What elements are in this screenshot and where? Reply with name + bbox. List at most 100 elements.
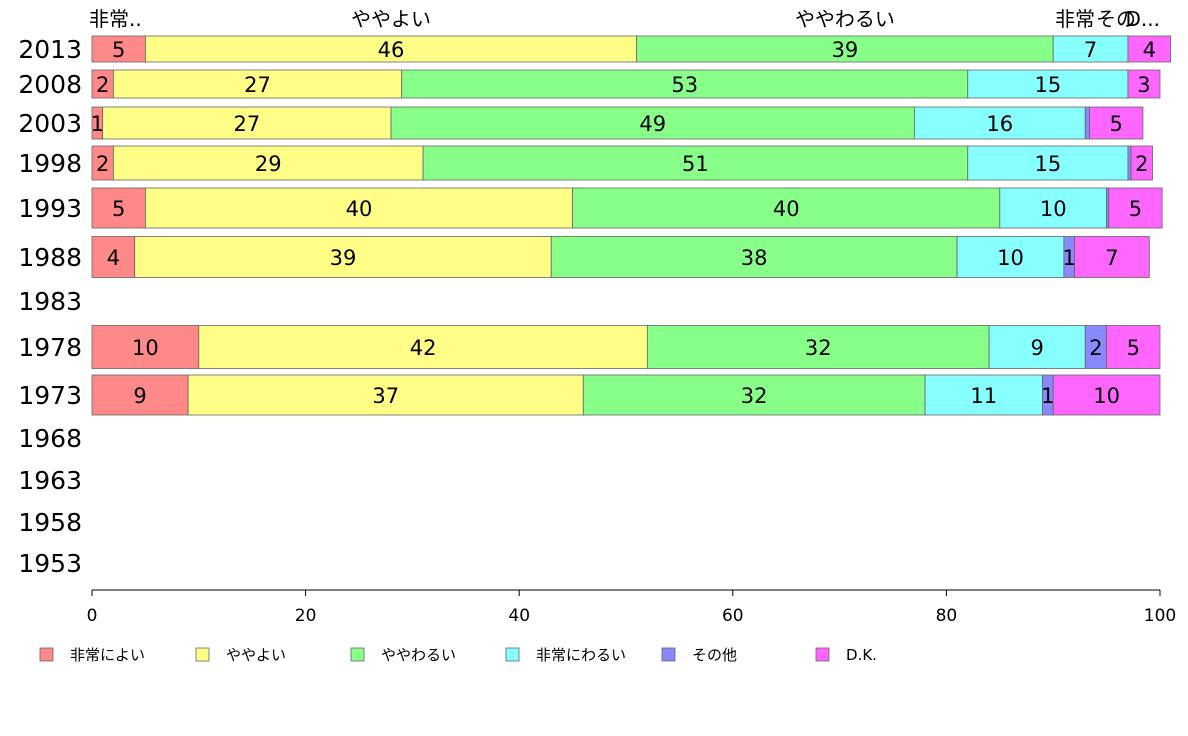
y-tick-label-1983: 1983 (18, 287, 82, 316)
y-tick-label-1978: 1978 (18, 333, 82, 362)
bar-segment-1993-0 (91, 187, 146, 229)
bar-segment-1973-1 (187, 374, 584, 416)
data-label-1993-3: 10 (1040, 197, 1067, 221)
y-axis-labels: 2013 2008 2003 1998 1993 1988 1983 1978 1973 1968… (18, 35, 82, 578)
data-label-1993-0: 5 (112, 197, 125, 221)
x-tick-label-40: 40 (508, 606, 530, 626)
bar-segment-1998-1 (112, 145, 424, 181)
legend-swatch-2 (350, 647, 365, 662)
bar-segment-2008-1 (112, 69, 403, 99)
data-label-1998-1: 29 (255, 152, 282, 176)
legend-swatch-3 (505, 647, 520, 662)
data-label-2013-2: 39 (832, 38, 859, 62)
bar-segment-1973-5 (1052, 374, 1161, 416)
bar-segment-2013-3 (1052, 35, 1129, 63)
data-label-2013-5: 4 (1143, 38, 1156, 62)
data-label-2003-3: 16 (986, 112, 1013, 136)
bar-segment-2013-1 (144, 35, 638, 63)
bar-segment-2003-5 (1089, 106, 1144, 140)
data-label-2003-0: 1 (91, 112, 104, 136)
data-label-1988-4: 1 (1063, 246, 1076, 270)
data-label-2003-1: 27 (233, 112, 260, 136)
data-label-2013-3: 7 (1084, 38, 1097, 62)
data-label-1978-2: 32 (805, 336, 832, 360)
data-label-2013-0: 5 (112, 38, 125, 62)
top-series-label-0: 非常.. (89, 7, 142, 31)
data-label-1973-4: 1 (1041, 384, 1054, 408)
y-tick-label-2003: 2003 (18, 109, 82, 138)
data-label-1993-5: 5 (1129, 197, 1142, 221)
data-label-1998-3: 15 (1034, 152, 1061, 176)
x-tick-label-0: 0 (87, 606, 98, 626)
top-series-label-1: ややよい (351, 7, 431, 31)
data-label-1988-5: 7 (1105, 246, 1118, 270)
data-label-1978-1: 42 (410, 336, 437, 360)
bar-segment-1988-2 (550, 236, 958, 278)
top-series-label-2: ややわるい (795, 7, 895, 31)
y-tick-label-1963: 1963 (18, 466, 82, 495)
bar-segment-1978-1 (198, 325, 648, 369)
bar-segment-1998-3 (967, 145, 1129, 181)
legend: 非常によい ややよい ややわるい 非常にわるい その他 D.K. (39, 646, 877, 664)
data-label-1993-2: 40 (773, 197, 800, 221)
bar-segment-1988-5 (1074, 236, 1150, 278)
bar-segment-2008-5 (1127, 69, 1161, 99)
legend-swatch-0 (39, 647, 54, 662)
data-label-1973-0: 9 (133, 384, 146, 408)
bar-segment-1993-3 (999, 187, 1107, 229)
bar-segment-1988-0 (91, 236, 136, 278)
bar-segment-1978-5 (1106, 325, 1161, 369)
data-label-1993-1: 40 (346, 197, 373, 221)
x-tick-label-60: 60 (722, 606, 744, 626)
data-label-2003-5: 5 (1110, 112, 1123, 136)
legend-swatch-4 (661, 647, 676, 662)
bar-segment-2013-0 (91, 35, 146, 63)
y-tick-label-1993: 1993 (18, 194, 82, 223)
top-labels: 非常.. ややよい ややわるい 非常 そのD... (89, 7, 1160, 31)
top-series-label-5: D... (1126, 7, 1160, 31)
data-label-1988-2: 38 (741, 246, 768, 270)
data-label-1998-2: 51 (682, 152, 709, 176)
data-label-2013-1: 46 (378, 38, 405, 62)
data-label-1978-4: 2 (1089, 336, 1102, 360)
x-tick-label-100: 100 (1144, 606, 1176, 626)
bar-segment-1993-1 (144, 187, 574, 229)
legend-swatch-1 (195, 647, 210, 662)
data-label-1988-3: 10 (997, 246, 1024, 270)
bars: 5 46 39 7 42 27 53 15 31 27 49 16 52 29 51 15 25 40 40 10 54… (91, 35, 1172, 416)
bar-segment-1988-1 (134, 236, 552, 278)
bar-segment-1973-2 (582, 374, 926, 416)
legend-label-3: 非常にわるい (536, 646, 626, 664)
bar-segment-1998-5 (1130, 145, 1153, 181)
bar-segment-1993-2 (572, 187, 1001, 229)
bar-segment-2008-3 (967, 69, 1129, 99)
data-label-1978-3: 9 (1030, 336, 1043, 360)
data-label-1973-3: 11 (970, 384, 997, 408)
data-label-2008-1: 27 (244, 73, 271, 97)
x-tick-label-80: 80 (936, 606, 958, 626)
y-tick-label-1988: 1988 (18, 243, 82, 272)
bar-segment-1993-5 (1108, 187, 1163, 229)
data-label-2003-2: 49 (639, 112, 666, 136)
bar-segment-2013-5 (1127, 35, 1172, 63)
y-tick-label-1968: 1968 (18, 424, 82, 453)
data-label-1978-5: 5 (1127, 336, 1140, 360)
data-label-1973-1: 37 (372, 384, 399, 408)
data-label-2008-5: 3 (1137, 73, 1150, 97)
bar-segment-1978-0 (91, 325, 200, 369)
top-series-label-4: その (1096, 7, 1136, 31)
data-label-2008-0: 2 (96, 73, 109, 97)
top-series-label-3: 非常 (1055, 7, 1095, 31)
bar-segment-1998-2 (422, 145, 969, 181)
x-axis: 0 20 40 60 80 100 (87, 589, 1176, 626)
y-tick-label-2008: 2008 (18, 70, 82, 99)
bar-segment-2003-2 (390, 106, 915, 140)
y-tick-label-1973: 1973 (18, 381, 82, 410)
legend-label-4: その他 (692, 646, 737, 664)
y-tick-label-1958: 1958 (18, 508, 82, 537)
legend-label-1: ややよい (226, 646, 286, 664)
data-label-1973-5: 10 (1093, 384, 1120, 408)
data-label-1978-0: 10 (132, 336, 159, 360)
y-tick-label-1953: 1953 (18, 549, 82, 578)
